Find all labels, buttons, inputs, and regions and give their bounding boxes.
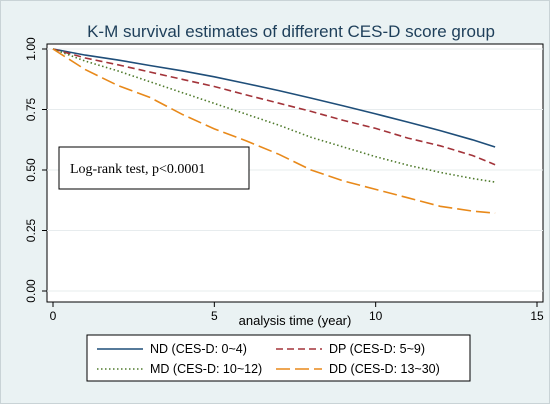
x-tick-labels: 0 5 10 15 [50,309,544,323]
legend-label: DD (CES-D: 13~30) [329,362,440,376]
annotation-box: Log-rank test, p<0.0001 [58,146,250,190]
x-axis-label: analysis time (year) [239,313,352,328]
annotation-frame [58,146,250,190]
axis-ticks [42,48,538,307]
annotation-text: Log-rank test, p<0.0001 [70,162,205,177]
y-tick-label: 0.25 [24,218,38,242]
y-tick-labels: 0.00 0.25 0.50 0.75 1.00 [24,37,38,303]
legend-swatches [97,348,322,370]
series-line [52,48,496,214]
x-tick-label: 5 [211,309,218,323]
series-line [52,48,496,148]
x-tick-label: 15 [530,309,544,323]
y-tick-label: 0.75 [24,97,38,121]
series-line [52,48,496,166]
legend-label: MD (CES-D: 10~12) [150,362,262,376]
x-tick-label: 10 [369,309,383,323]
y-tick-label: 0.50 [24,158,38,182]
y-tick-label: 1.00 [24,37,38,61]
legend-label: ND (CES-D: 0~4) [150,342,247,356]
legend-label: DP (CES-D: 5~9) [329,342,425,356]
legend-frame [86,334,471,382]
series-lines [52,48,496,214]
y-tick-label: 0.00 [24,279,38,303]
x-tick-label: 0 [50,309,57,323]
chart-title: K-M survival estimates of different CES-… [87,22,495,41]
legend: ND (CES-D: 0~4) DP (CES-D: 5~9) MD (CES-… [86,334,471,382]
